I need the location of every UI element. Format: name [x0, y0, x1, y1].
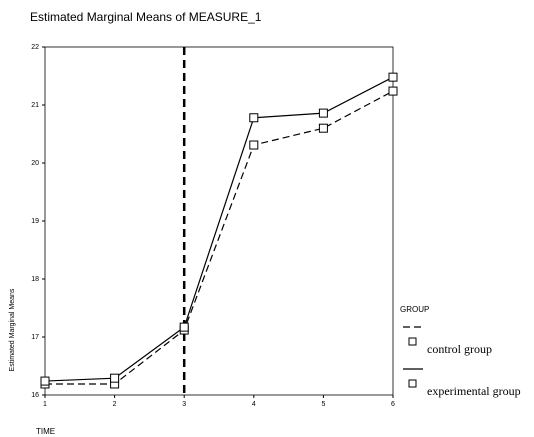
- y-axis-label: Estimated Marginal Means: [9, 288, 16, 371]
- marker: [111, 374, 119, 382]
- legend-label: control group: [427, 342, 492, 356]
- marker: [180, 323, 188, 331]
- marker: [250, 114, 258, 122]
- x-tick-label: 1: [43, 401, 47, 408]
- x-tick-label: 6: [391, 401, 395, 408]
- legend-label: experimental group: [427, 384, 521, 398]
- x-axis-label: TIME: [36, 427, 55, 436]
- y-tick-label: 21: [31, 102, 39, 109]
- marker: [389, 87, 397, 95]
- marker: [41, 377, 49, 385]
- x-tick-label: 2: [113, 401, 117, 408]
- y-tick-label: 19: [31, 218, 39, 225]
- legend-title: GROUP: [400, 305, 429, 314]
- marker: [250, 141, 258, 149]
- y-tick-label: 18: [31, 276, 39, 283]
- legend-marker: [409, 338, 416, 345]
- y-tick-label: 22: [31, 44, 39, 51]
- y-tick-label: 16: [31, 392, 39, 399]
- y-tick-label: 17: [31, 334, 39, 341]
- y-tick-label: 20: [31, 160, 39, 167]
- legend-marker: [409, 380, 416, 387]
- series-line: [45, 91, 393, 384]
- x-tick-label: 4: [252, 401, 256, 408]
- marker: [389, 73, 397, 81]
- chart: Estimated Marginal Means of MEASURE_1 TI…: [0, 0, 534, 437]
- x-tick-label: 3: [182, 401, 186, 408]
- chart-title: Estimated Marginal Means of MEASURE_1: [30, 10, 262, 24]
- marker: [319, 109, 327, 117]
- series-line: [45, 77, 393, 381]
- marker: [319, 124, 327, 132]
- x-tick-label: 5: [321, 401, 325, 408]
